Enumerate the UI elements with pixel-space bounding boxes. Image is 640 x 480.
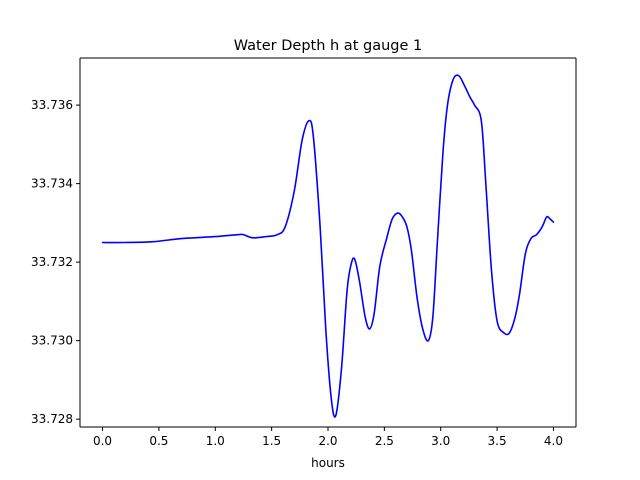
x-tick-label: 0.0 — [93, 434, 112, 448]
plot-frame — [79, 57, 577, 428]
x-axis-ticks: 0.0 0.5 1.0 1.5 2.0 2.5 3.0 3.5 4.0 — [93, 427, 563, 448]
x-tick-label: 0.5 — [149, 434, 168, 448]
y-tick-label: 33.730 — [31, 334, 73, 348]
x-tick-label: 3.0 — [431, 434, 450, 448]
y-tick-label: 33.728 — [31, 412, 73, 426]
x-tick-label: 1.0 — [206, 434, 225, 448]
y-axis-ticks: 33.728 33.730 33.732 33.734 33.736 — [31, 98, 80, 426]
y-tick-label: 33.732 — [31, 255, 73, 269]
x-tick-label: 3.5 — [488, 434, 507, 448]
chart-title: Water Depth h at gauge 1 — [234, 38, 422, 54]
y-tick-label: 33.736 — [31, 98, 73, 112]
x-tick-label: 1.5 — [262, 434, 281, 448]
series-line — [101, 74, 555, 418]
x-tick-label: 4.0 — [544, 434, 563, 448]
x-tick-label: 2.5 — [375, 434, 394, 448]
x-axis-label: hours — [311, 456, 345, 470]
y-tick-label: 33.734 — [31, 177, 73, 191]
x-tick-label: 2.0 — [318, 434, 337, 448]
